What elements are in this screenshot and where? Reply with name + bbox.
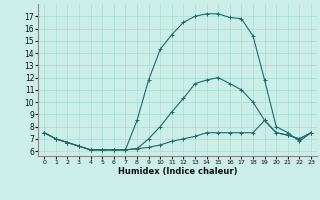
X-axis label: Humidex (Indice chaleur): Humidex (Indice chaleur) [118, 167, 237, 176]
